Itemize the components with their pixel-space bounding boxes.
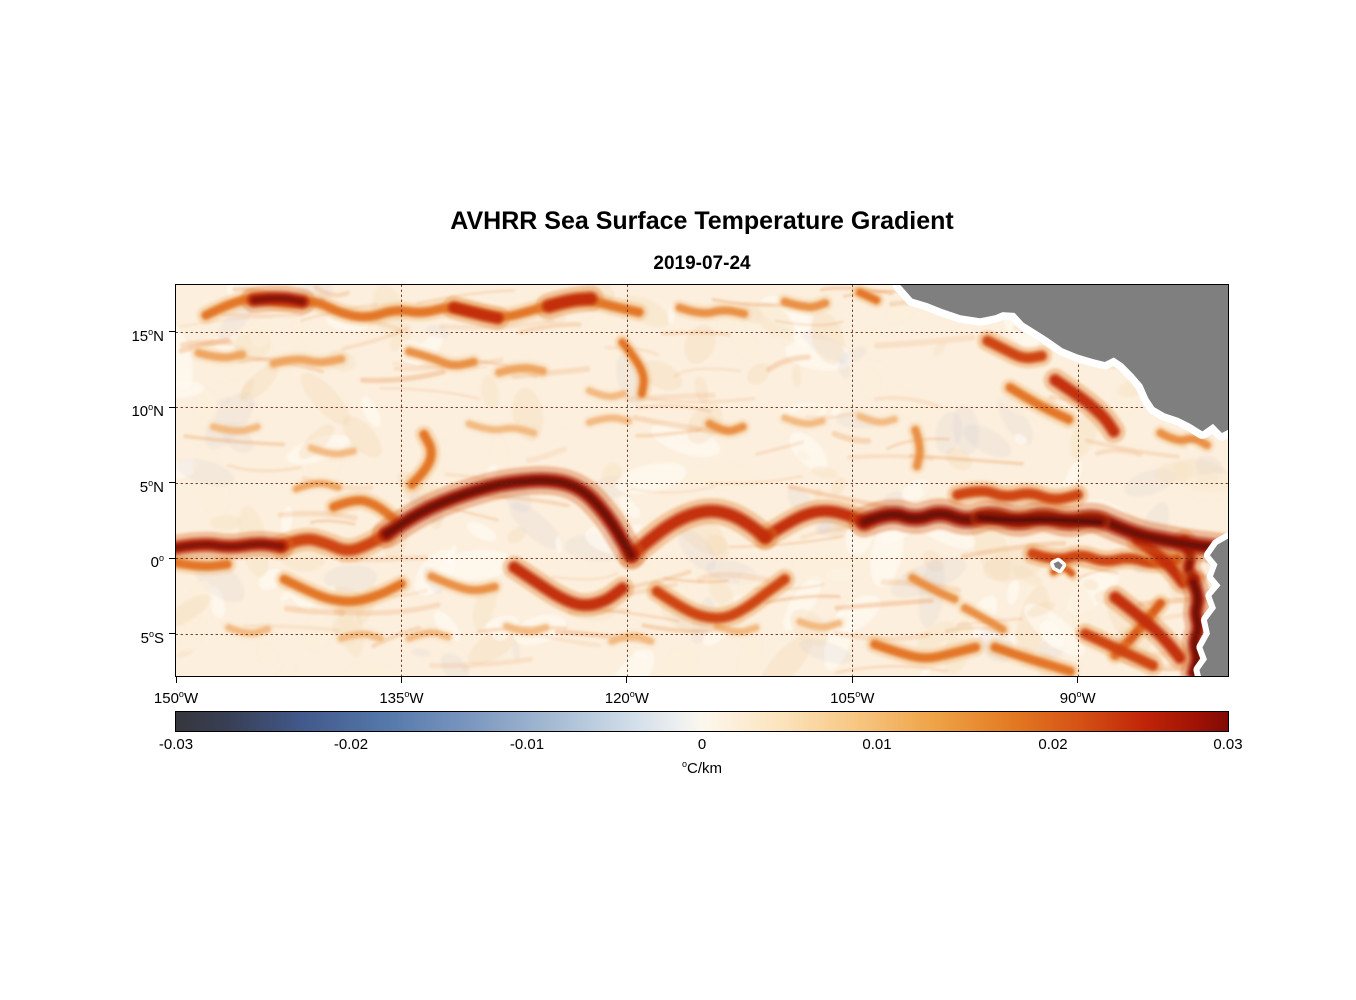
colorbar-tick-label: -0.02 <box>333 736 369 753</box>
map-plot-area <box>175 284 1229 677</box>
figure-title: AVHRR Sea Surface Temperature Gradient <box>450 207 954 235</box>
axis-tick-mark <box>169 331 175 333</box>
colorbar-tick-label: 0.01 <box>862 736 892 753</box>
sst-gradient-map-canvas <box>176 285 1228 676</box>
colorbar-tick-label: -0.01 <box>509 736 545 753</box>
colorbar-unit-label: oC/km <box>176 759 1228 777</box>
colorbar-tick-label: 0.02 <box>1038 736 1068 753</box>
axis-tick-mark <box>1077 677 1079 683</box>
unit-text: C/km <box>687 760 722 777</box>
axis-tick-mark <box>169 633 175 635</box>
colorbar-tick-label: -0.03 <box>158 736 194 753</box>
degree-symbol: o <box>855 689 861 699</box>
degree-symbol: o <box>148 628 154 639</box>
degree-symbol: o <box>148 402 154 413</box>
x-axis-tick-label: 135oW <box>379 689 424 707</box>
x-axis-tick-label: 105oW <box>830 689 875 707</box>
degree-symbol: o <box>158 553 164 564</box>
axis-tick-mark <box>626 677 628 683</box>
y-axis-tick-label: 10oN <box>131 402 164 421</box>
colorbar-gradient <box>176 712 1228 731</box>
axis-tick-mark <box>169 482 175 484</box>
colorbar <box>175 711 1229 732</box>
axis-tick-mark <box>169 406 175 408</box>
x-axis-tick-label: 90oW <box>1059 689 1096 707</box>
axis-tick-mark <box>400 677 402 683</box>
axis-tick-mark <box>175 677 177 683</box>
colorbar-tick-label: 0.03 <box>1213 736 1243 753</box>
axis-tick-mark <box>851 677 853 683</box>
figure-date-subtitle: 2019-07-24 <box>653 253 751 274</box>
x-axis-tick-label: 150oW <box>153 689 199 707</box>
y-axis-tick-label: 5oS <box>140 628 164 647</box>
colorbar-tick-label: 0 <box>697 736 707 753</box>
x-axis-tick-label: 120oW <box>604 689 649 707</box>
y-axis-tick-label: 5oN <box>139 477 164 496</box>
axis-tick-mark <box>169 557 175 559</box>
degree-symbol: o <box>1076 689 1082 699</box>
degree-symbol: o <box>681 759 687 769</box>
degree-symbol: o <box>148 326 154 337</box>
y-axis-tick-label: 15oN <box>131 326 164 345</box>
y-axis-tick-label: 0o <box>150 553 164 572</box>
degree-symbol: o <box>148 477 154 488</box>
degree-symbol: o <box>629 689 635 699</box>
degree-symbol: o <box>404 689 410 699</box>
degree-symbol: o <box>178 689 184 699</box>
